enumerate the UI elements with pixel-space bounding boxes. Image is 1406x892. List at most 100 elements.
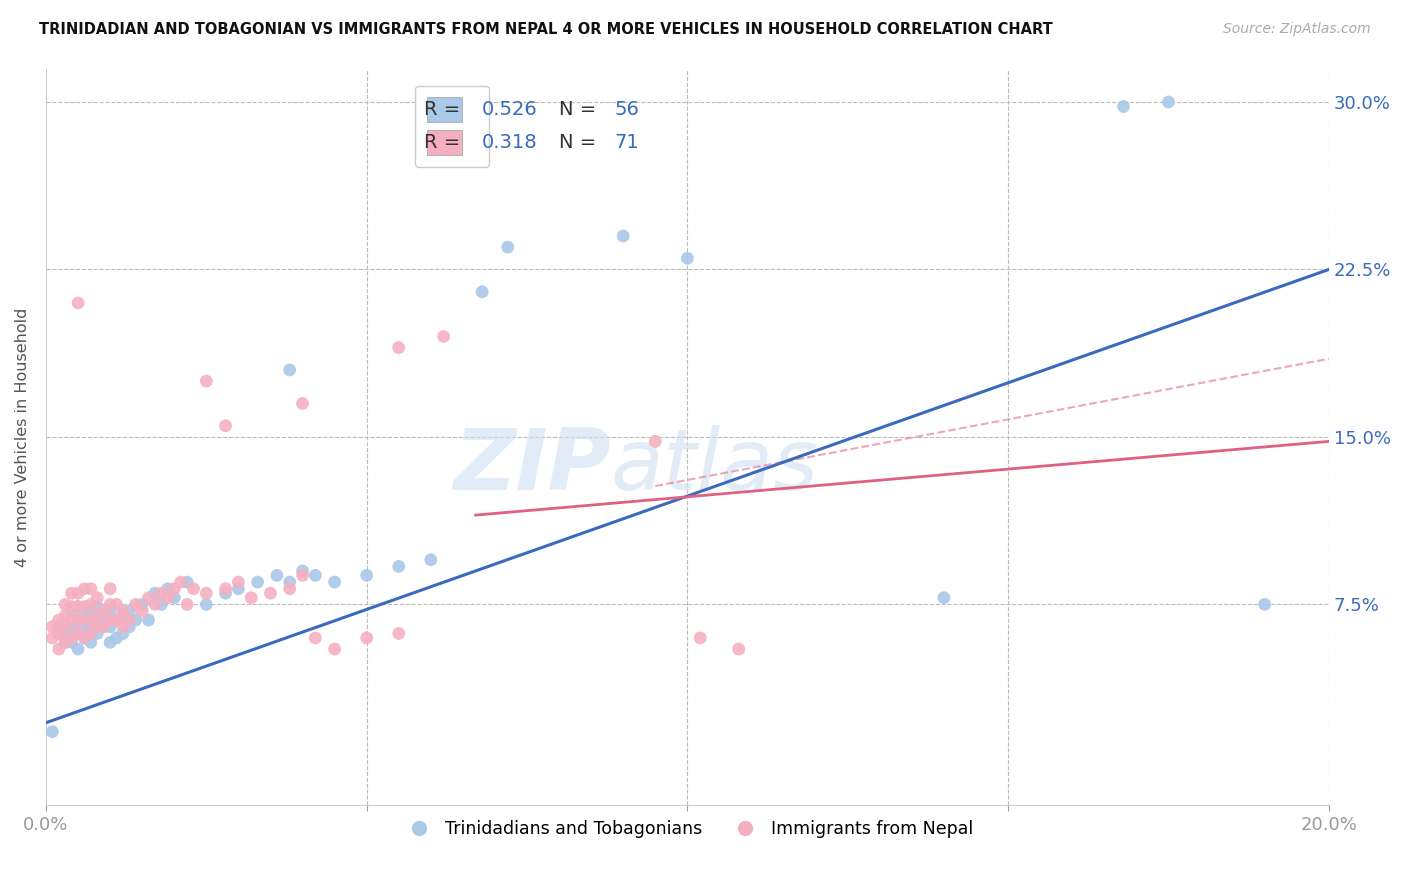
Point [93,604,115,618]
Point [93,620,115,634]
Point [60,620,83,634]
Point [118,613,141,627]
Point [60,635,83,649]
Text: N =: N = [560,133,603,152]
Point [143,586,166,600]
Point [67,642,90,657]
Point [612,229,634,244]
Point [41,620,63,634]
Point [86,620,108,634]
Point [1112,99,1135,113]
Point [60,631,83,645]
Point [356,631,378,645]
Point [80,620,103,634]
Point [214,418,236,433]
Text: atlas: atlas [610,425,818,508]
Point [53,598,76,612]
Point [67,613,90,627]
Point [228,575,250,590]
Point [323,575,346,590]
Point [323,642,346,657]
Point [419,553,441,567]
Point [98,604,121,618]
Text: N =: N = [560,100,603,119]
Point [228,582,250,596]
Point [105,631,128,645]
Point [169,575,191,590]
Point [118,620,141,634]
Point [67,626,90,640]
Point [86,613,108,627]
Point [388,341,411,355]
Point [291,396,314,410]
Point [131,604,153,618]
Point [111,604,134,618]
Point [86,599,108,614]
Point [93,620,115,634]
Point [266,568,288,582]
Point [150,586,173,600]
Y-axis label: 4 or more Vehicles in Household: 4 or more Vehicles in Household [15,307,30,566]
Point [73,620,96,634]
Point [195,586,218,600]
Point [1253,598,1275,612]
Point [73,631,96,645]
Point [163,591,186,605]
Point [67,599,90,614]
Text: R =: R = [425,133,467,152]
Point [53,626,76,640]
Point [41,631,63,645]
Point [304,631,326,645]
Point [73,582,96,596]
Point [67,613,90,627]
Point [644,434,666,449]
Point [176,575,198,590]
Point [111,626,134,640]
Point [195,598,218,612]
Point [53,635,76,649]
Point [183,582,205,596]
Point [73,608,96,623]
Point [131,598,153,612]
Point [105,598,128,612]
Point [86,591,108,605]
Text: 0.318: 0.318 [482,133,537,152]
Point [156,591,179,605]
Legend: Trinidadians and Tobagonians, Immigrants from Nepal: Trinidadians and Tobagonians, Immigrants… [394,813,980,845]
Point [73,631,96,645]
Point [41,724,63,739]
Point [240,591,263,605]
Point [143,598,166,612]
Point [433,329,456,343]
Point [98,582,121,596]
Point [111,608,134,623]
Point [246,575,269,590]
Point [98,635,121,649]
Point [176,598,198,612]
Point [118,604,141,618]
Text: ZIP: ZIP [453,425,610,508]
Point [80,626,103,640]
Text: R =: R = [425,100,467,119]
Point [125,613,148,627]
Point [80,604,103,618]
Point [67,586,90,600]
Point [163,582,186,596]
Point [93,608,115,623]
Point [48,626,70,640]
Text: Source: ZipAtlas.com: Source: ZipAtlas.com [1223,22,1371,37]
Point [67,599,90,614]
Point [60,586,83,600]
Point [60,604,83,618]
Point [60,599,83,614]
Point [80,635,103,649]
Point [676,252,699,266]
Point [138,613,160,627]
Point [73,599,96,614]
Text: 56: 56 [614,100,640,119]
Text: 71: 71 [614,133,638,152]
Point [138,591,160,605]
Point [67,626,90,640]
Point [259,586,281,600]
Point [727,642,749,657]
